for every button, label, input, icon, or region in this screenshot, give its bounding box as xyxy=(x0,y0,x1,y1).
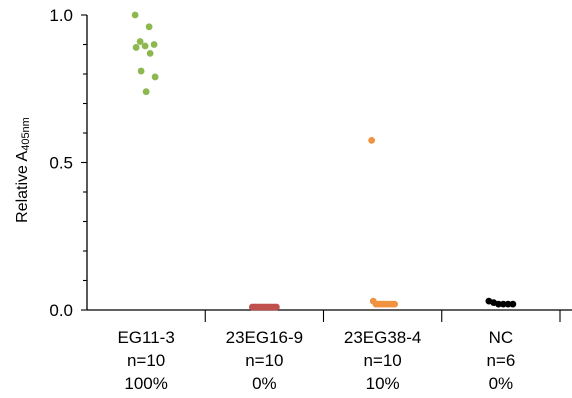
category-name: EG11-3 xyxy=(117,328,174,347)
y-tick-label: 0.0 xyxy=(49,301,73,320)
category-labels: EG11-3 n=10 100% 23EG16-9 n=10 0% 23EG38-4 n=10… xyxy=(117,328,515,393)
data-point xyxy=(142,88,150,96)
y-tick-label: 1.0 xyxy=(49,6,73,25)
data-points xyxy=(131,11,517,311)
y-tick-label: 0.5 xyxy=(49,154,73,173)
x-axis xyxy=(87,309,572,322)
data-point xyxy=(391,300,399,308)
category-name: 23EG16-9 xyxy=(226,328,304,347)
data-point xyxy=(146,49,154,57)
y-axis-title: Relative A405nm xyxy=(14,117,32,223)
data-point xyxy=(509,300,517,308)
data-point xyxy=(368,136,376,144)
data-point xyxy=(272,303,280,311)
category-pct-label: 10% xyxy=(366,374,400,393)
data-point xyxy=(137,67,145,75)
data-point xyxy=(145,23,153,31)
category-name: 23EG38-4 xyxy=(344,328,422,347)
data-point xyxy=(141,42,149,50)
category-n-label: n=10 xyxy=(363,351,401,370)
category-pct-label: 0% xyxy=(252,374,277,393)
category-name: NC xyxy=(489,328,514,347)
category-n-label: n=6 xyxy=(486,351,515,370)
data-point xyxy=(132,44,140,51)
data-point xyxy=(499,300,507,308)
data-point xyxy=(151,73,159,81)
data-point xyxy=(131,11,139,19)
data-point xyxy=(504,300,512,308)
data-point xyxy=(150,41,158,48)
category-pct-label: 100% xyxy=(124,374,167,393)
category-n-label: n=10 xyxy=(127,351,165,370)
data-point xyxy=(136,38,144,45)
category-pct-label: 0% xyxy=(489,374,514,393)
category-n-label: n=10 xyxy=(245,351,283,370)
data-point xyxy=(495,300,502,308)
y-axis: 0.0 0.5 1.0 xyxy=(49,6,88,320)
